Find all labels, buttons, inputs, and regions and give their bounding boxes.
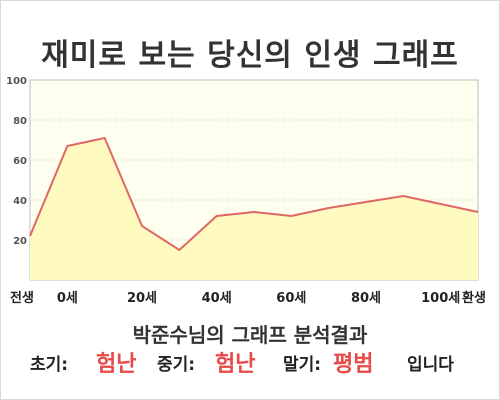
late-value: 평범 bbox=[333, 352, 374, 377]
early-result: 초기: bbox=[30, 350, 68, 375]
mid-value: 험난 bbox=[215, 352, 256, 377]
x-tick-label: 80세 bbox=[350, 291, 382, 306]
x-tick-label: 환생 bbox=[462, 291, 486, 306]
x-tick-label: 20세 bbox=[126, 291, 158, 306]
late-result: 말기: bbox=[283, 350, 321, 375]
y-tick-label: 60 bbox=[13, 156, 27, 167]
tail-text-wrap: 입니다 bbox=[407, 350, 454, 375]
y-tick-labels: 20 40 60 80 100 bbox=[6, 76, 27, 247]
y-tick-label: 20 bbox=[13, 236, 27, 247]
analysis-heading: 박준수님의 그래프 분석결과 bbox=[132, 323, 368, 347]
x-tick-label: 40세 bbox=[201, 291, 232, 306]
mid-value-wrap: 험난 bbox=[215, 346, 255, 378]
y-tick-label: 80 bbox=[13, 116, 27, 127]
x-tick-label: 0세 bbox=[56, 291, 78, 306]
early-value: 험난 bbox=[96, 352, 137, 377]
area-fill bbox=[30, 138, 478, 280]
late-label: 말기: bbox=[283, 355, 322, 375]
y-tick-label: 100 bbox=[6, 76, 27, 87]
early-value-wrap: 험난 bbox=[96, 346, 136, 378]
chart-title: 재미로 보는 당신의 인생 그래프 bbox=[41, 38, 459, 73]
late-value-wrap: 평범 bbox=[333, 346, 373, 378]
y-tick-label: 40 bbox=[13, 196, 27, 207]
series-line bbox=[29, 136, 479, 252]
tail-text: 입니다 bbox=[407, 355, 454, 375]
x-tick-label: 100세 bbox=[421, 291, 461, 306]
mid-result: 중기: bbox=[157, 350, 195, 375]
mid-label: 중기: bbox=[157, 355, 196, 375]
early-label: 초기: bbox=[30, 355, 69, 375]
x-tick-label: 전생 bbox=[10, 291, 34, 306]
x-tick-label: 60세 bbox=[276, 291, 307, 306]
